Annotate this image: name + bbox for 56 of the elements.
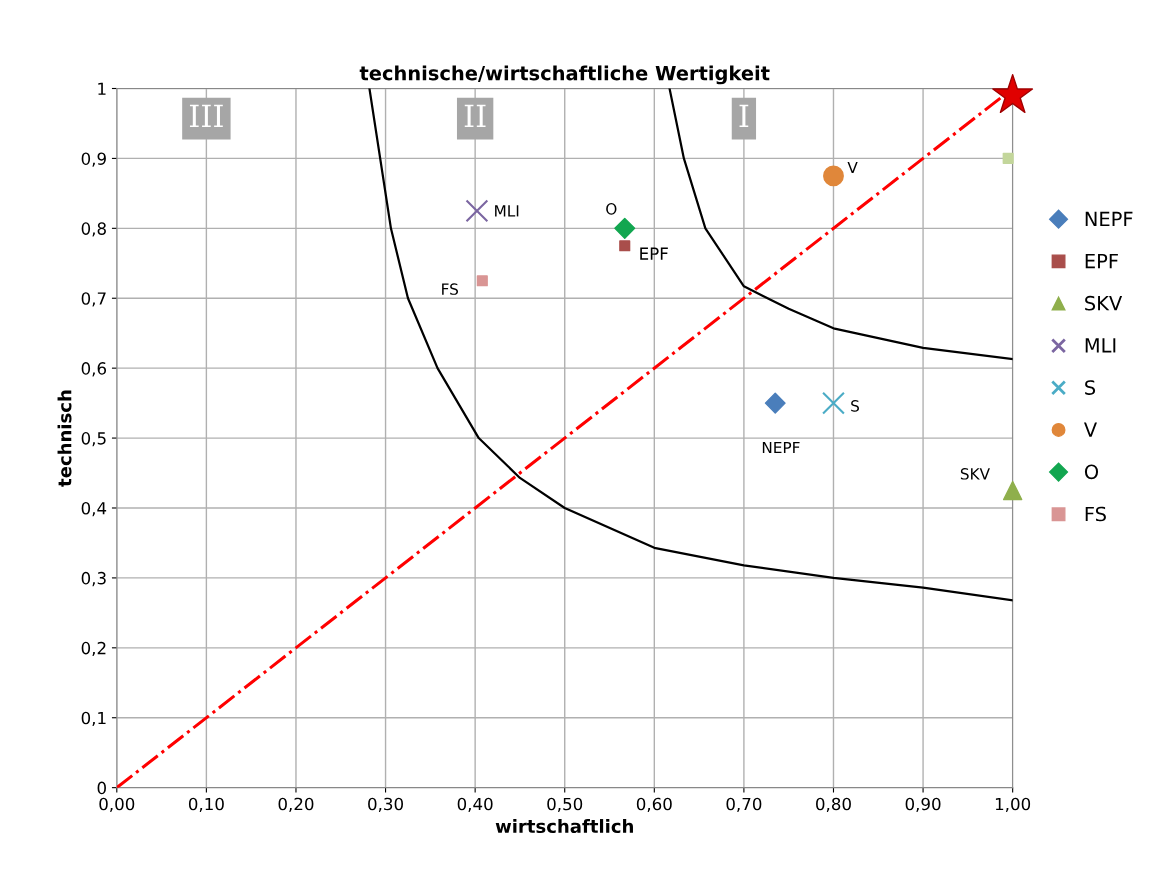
- x-tick-label: 0,30: [368, 797, 404, 812]
- legend-label: S: [1085, 380, 1096, 395]
- text: O: [606, 203, 617, 215]
- y-tick-label: 0,1: [81, 711, 106, 726]
- line-series: [668, 88, 1013, 361]
- point: [465, 199, 489, 223]
- legend-label: FS: [1085, 506, 1106, 522]
- annotation: III: [189, 104, 223, 127]
- x-tick-label: 1,00: [995, 797, 1031, 812]
- x-tick-label: 0,40: [457, 797, 493, 812]
- annotation: II: [464, 104, 486, 127]
- y-tick-label: 1: [98, 82, 106, 95]
- y-tick-label: 0,4: [81, 501, 107, 517]
- y-tick-label: 0,6: [81, 362, 107, 377]
- x-tick-label: 0,20: [278, 797, 314, 812]
- x-tick-label: 0,70: [726, 797, 762, 812]
- point: [476, 275, 488, 287]
- point: [764, 392, 786, 414]
- y-tick-label: 0: [97, 781, 106, 795]
- point: [823, 165, 844, 187]
- y-tick-label: 0,9: [81, 152, 106, 167]
- point: [992, 73, 1034, 114]
- x-tick-label: 0,90: [905, 797, 941, 812]
- x-tick-label: 0,50: [547, 797, 583, 812]
- text: EPF: [640, 247, 668, 260]
- y-tick-label: 0,5: [81, 432, 106, 447]
- y-tick-label: 0,7: [81, 292, 106, 307]
- text: S: [851, 400, 859, 412]
- y-axis-title: technisch: [57, 390, 72, 487]
- x-axis-title: wirtschaftlich: [495, 819, 633, 834]
- line-series: [368, 88, 1013, 602]
- x-tick-label: 0,80: [816, 797, 851, 812]
- annotation: I: [739, 104, 749, 127]
- y-tick-label: 0,8: [81, 222, 106, 237]
- x-tick-label: 0,10: [188, 797, 224, 812]
- legend-label: MLI: [1085, 338, 1116, 353]
- point: [1002, 152, 1014, 164]
- legend-label: NEPF: [1085, 211, 1133, 226]
- text: MLI: [495, 205, 519, 217]
- chart-title: technische/wirtschaftliche Wertigkeit: [359, 65, 770, 85]
- x-tick-label: 0,00: [99, 797, 135, 812]
- legend-label: V: [1083, 422, 1097, 437]
- point: [822, 391, 845, 415]
- point: [614, 217, 636, 239]
- y-tick-label: 0,3: [81, 571, 106, 587]
- text: V: [847, 161, 858, 174]
- text: NEPF: [762, 441, 800, 454]
- text: SKV: [960, 468, 990, 480]
- text: FS: [442, 283, 459, 295]
- legend-label: O: [1084, 464, 1099, 480]
- point: [1002, 480, 1023, 501]
- x-tick-label: 0,60: [636, 797, 672, 812]
- legend-label: SKV: [1085, 295, 1123, 311]
- legend-label: EPF: [1085, 253, 1118, 269]
- point: [619, 240, 631, 252]
- y-tick-label: 0,2: [81, 641, 106, 657]
